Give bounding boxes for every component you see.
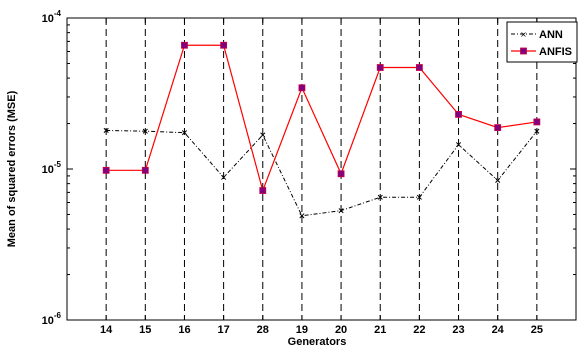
anfis-point-24 bbox=[494, 124, 502, 132]
series-anfis bbox=[102, 41, 541, 194]
anfis-point-14 bbox=[102, 166, 110, 174]
ann-point-16 bbox=[181, 130, 188, 136]
legend-ann-label: ANN bbox=[539, 29, 563, 41]
ann-point-22 bbox=[416, 194, 422, 200]
x-tick-label-16: 16 bbox=[178, 324, 190, 336]
legend-ann-marker: × bbox=[520, 30, 527, 39]
x-tick-label-22: 22 bbox=[413, 324, 425, 336]
y-axis-label: Mean of squared errors (MSE) bbox=[6, 90, 18, 247]
ann-point-17 bbox=[221, 174, 227, 180]
anfis-point-20 bbox=[337, 170, 345, 178]
ann-point-25 bbox=[534, 128, 540, 134]
x-axis-label: Generators bbox=[288, 336, 347, 348]
y-tick-label: 10-5 bbox=[42, 160, 62, 176]
anfis-point-23 bbox=[455, 110, 462, 118]
y-tick-label: 10-4 bbox=[42, 9, 62, 25]
ann-point-21 bbox=[377, 194, 383, 200]
vertical-grid-lines bbox=[105, 18, 538, 320]
anfis-point-17 bbox=[220, 41, 228, 49]
x-tick-label-15: 15 bbox=[139, 324, 151, 336]
anfis-line bbox=[106, 44, 537, 193]
x-tick-label-25: 25 bbox=[531, 324, 543, 336]
legend: × ANN ANFIS bbox=[506, 21, 578, 63]
ann-point-19 bbox=[299, 213, 305, 219]
chart-axes bbox=[66, 17, 577, 321]
ann-line bbox=[106, 129, 538, 217]
x-tick-label-17: 17 bbox=[217, 324, 229, 336]
anfis-point-19 bbox=[298, 84, 306, 92]
ann-point-15 bbox=[142, 128, 148, 134]
x-tick-label-23: 23 bbox=[452, 324, 464, 336]
ann-point-23 bbox=[455, 142, 462, 148]
legend-box bbox=[506, 21, 578, 63]
x-tick-label-21: 21 bbox=[374, 324, 386, 336]
series-ann bbox=[103, 127, 540, 219]
ann-point-14 bbox=[103, 127, 109, 134]
x-tick-label-24: 24 bbox=[492, 324, 505, 336]
x-tick-label-28: 28 bbox=[257, 324, 269, 336]
y-tick-labels: 10-6 10-5 10-4 bbox=[42, 9, 62, 327]
x-tick-label-14: 14 bbox=[100, 324, 113, 336]
x-tick-labels: 14 15 16 17 28 19 20 21 22 23 24 25 bbox=[100, 324, 543, 336]
anfis-point-28 bbox=[259, 187, 267, 194]
anfis-point-21 bbox=[376, 64, 384, 71]
legend-anfis-marker bbox=[520, 47, 527, 55]
anfis-point-15 bbox=[141, 166, 149, 174]
legend-anfis-label: ANFIS bbox=[539, 46, 572, 58]
anfis-point-22 bbox=[415, 64, 423, 71]
ann-point-24 bbox=[495, 177, 501, 183]
y-tick-label: 10-6 bbox=[42, 311, 62, 327]
anfis-point-16 bbox=[181, 41, 188, 49]
ann-point-20 bbox=[338, 208, 344, 214]
ann-point-28 bbox=[260, 132, 266, 138]
anfis-point-25 bbox=[533, 118, 541, 126]
x-tick-label-19: 19 bbox=[296, 324, 308, 336]
x-tick-label-20: 20 bbox=[335, 324, 347, 336]
